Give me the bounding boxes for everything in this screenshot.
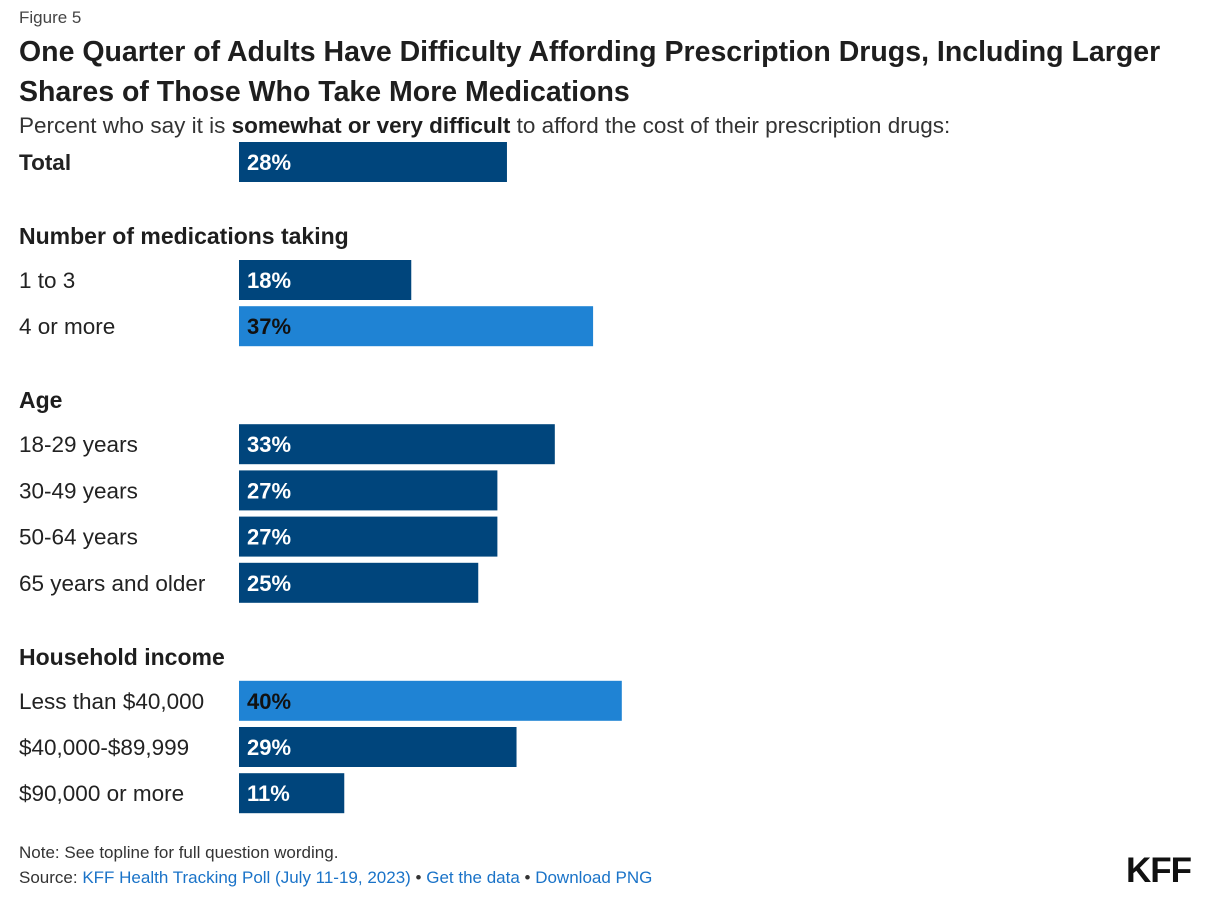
data-label: 33% [247, 432, 291, 457]
group-header: Number of medications taking [19, 223, 349, 249]
bar [239, 470, 498, 511]
bar [239, 306, 594, 347]
bar-chart: Total 28% Number of medications taking 1 to… [19, 142, 622, 814]
bar [239, 142, 507, 182]
subtitle-emphasis: somewhat or very difficult [231, 113, 511, 138]
category-label: 65 years and older [19, 571, 206, 596]
bar [239, 773, 345, 814]
source-prefix: Source: [19, 868, 83, 887]
category-label: 1 to 3 [19, 268, 75, 293]
data-label: 37% [247, 314, 291, 339]
data-label: 27% [247, 478, 291, 503]
data-label: 18% [247, 268, 291, 293]
subtitle-prefix: Percent who say it is [19, 113, 232, 138]
data-label: 11% [247, 781, 290, 806]
data-label: 27% [247, 525, 291, 550]
figure-label: Figure 5 [19, 8, 82, 27]
category-label: 4 or more [19, 314, 115, 339]
group-header: Age [19, 387, 62, 413]
bar [239, 727, 517, 767]
bar [239, 516, 498, 557]
note-text: Note: See topline for full question word… [19, 843, 339, 862]
category-label: 50-64 years [19, 525, 138, 550]
bar [239, 260, 412, 300]
bar [239, 562, 479, 603]
category-label: Total [19, 150, 71, 175]
data-label: 29% [247, 735, 291, 760]
kff-logo: KFF [1126, 851, 1192, 890]
data-label: 40% [247, 689, 291, 714]
separator: • [519, 868, 536, 887]
separator: • [410, 868, 427, 887]
chart-title: One Quarter of Adults Have Difficulty Af… [19, 36, 1161, 108]
bar [239, 424, 555, 465]
get-data-link[interactable]: Get the data [426, 868, 520, 887]
bar [239, 680, 622, 721]
category-label: $90,000 or more [19, 781, 184, 806]
chart-footer: Note: See topline for full question word… [19, 840, 652, 890]
source-line: Source: KFF Health Tracking Poll (July 1… [19, 865, 652, 890]
category-label: 30-49 years [19, 478, 138, 503]
data-label: 28% [247, 150, 291, 175]
category-label: $40,000-$89,999 [19, 735, 189, 760]
download-png-link[interactable]: Download PNG [535, 868, 653, 887]
category-label: Less than $40,000 [19, 689, 204, 714]
subtitle-suffix: to afford the cost of their prescription… [510, 113, 951, 138]
group-header: Household income [19, 644, 225, 670]
chart-subtitle: Percent who say it is somewhat or very d… [19, 113, 950, 139]
data-label: 25% [247, 571, 291, 596]
source-link[interactable]: KFF Health Tracking Poll (July 11-19, 20… [82, 868, 411, 887]
category-label: 18-29 years [19, 432, 138, 457]
